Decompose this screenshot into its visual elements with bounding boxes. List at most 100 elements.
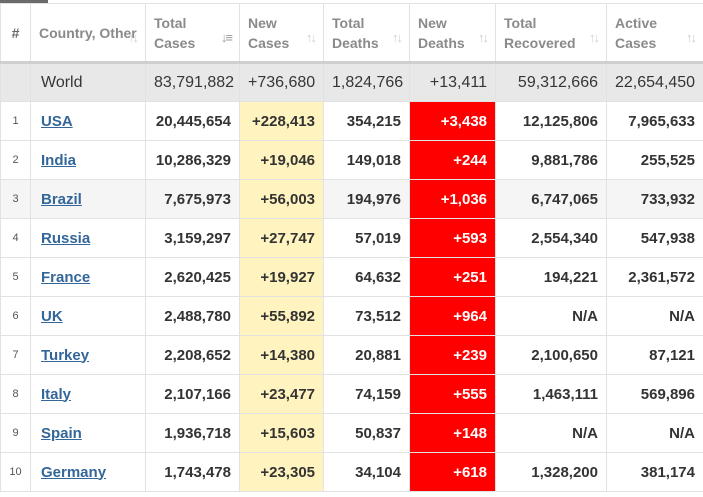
- total-cases-cell: 2,208,652: [145, 335, 240, 375]
- active-cases-cell: 2,361,572: [606, 257, 703, 297]
- new-deaths-cell: +244: [409, 140, 496, 180]
- active-cases-cell: 255,525: [606, 140, 703, 180]
- country-link[interactable]: Spain: [41, 424, 82, 442]
- new-cases-cell: +55,892: [239, 296, 324, 336]
- world-total-row: World 83,791,882 +736,680 1,824,766 +13,…: [0, 62, 703, 102]
- new-deaths-cell: +1,036: [409, 179, 496, 219]
- new-cases-cell: +27,747: [239, 218, 324, 258]
- table-row: 7 Turkey 2,208,652 +14,380 20,881 +239 2,100,6…: [0, 335, 703, 375]
- country-link[interactable]: Brazil: [41, 190, 82, 208]
- header-index: #: [0, 3, 31, 64]
- new-cases-cell: +19,046: [239, 140, 324, 180]
- new-deaths-cell: +251: [409, 257, 496, 297]
- total-deaths-cell: 74,159: [323, 374, 410, 414]
- header-new-deaths-label: New Deaths: [418, 14, 465, 51]
- header-country[interactable]: Country, Other ↑↓: [30, 3, 146, 64]
- header-active-cases-label: Active Cases: [615, 14, 658, 51]
- active-cases-cell: 547,938: [606, 218, 703, 258]
- header-new-cases-label: New Cases: [248, 14, 290, 51]
- country-name: Turkey: [30, 335, 146, 375]
- world-total-deaths: 1,824,766: [323, 62, 410, 102]
- header-active-cases[interactable]: Active Cases ↑↓: [606, 3, 703, 64]
- total-deaths-cell: 57,019: [323, 218, 410, 258]
- sort-arrows-icon[interactable]: ↑↓: [392, 30, 403, 45]
- new-cases-cell: +228,413: [239, 101, 324, 141]
- total-cases-cell: 2,107,166: [145, 374, 240, 414]
- world-total-cases: 83,791,882: [145, 62, 240, 102]
- country-link[interactable]: Germany: [41, 463, 107, 481]
- table-row: 9 Spain 1,936,718 +15,603 50,837 +148 N/A N/A: [0, 413, 703, 453]
- new-deaths-cell: +964: [409, 296, 496, 336]
- country-name: Germany: [30, 452, 146, 492]
- active-cases-cell: 7,965,633: [606, 101, 703, 141]
- total-deaths-cell: 64,632: [323, 257, 410, 297]
- new-deaths-cell: +555: [409, 374, 496, 414]
- new-deaths-cell: +148: [409, 413, 496, 453]
- country-link[interactable]: Russia: [41, 229, 91, 247]
- total-cases-cell: 20,445,654: [145, 101, 240, 141]
- total-recovered-cell: 9,881,786: [495, 140, 607, 180]
- table-row: 3 Brazil 7,675,973 +56,003 194,976 +1,036 6,74…: [0, 179, 703, 219]
- active-cases-cell: 569,896: [606, 374, 703, 414]
- total-cases-cell: 7,675,973: [145, 179, 240, 219]
- new-cases-cell: +19,927: [239, 257, 324, 297]
- world-new-deaths: +13,411: [409, 62, 496, 102]
- total-recovered-cell: 6,747,065: [495, 179, 607, 219]
- sort-arrows-icon[interactable]: ↑↓: [589, 30, 600, 45]
- country-link[interactable]: USA: [41, 112, 73, 130]
- country-link[interactable]: Italy: [41, 385, 72, 403]
- total-deaths-cell: 34,104: [323, 452, 410, 492]
- new-cases-cell: +23,477: [239, 374, 324, 414]
- row-index: 6: [0, 296, 31, 336]
- total-recovered-cell: 1,328,200: [495, 452, 607, 492]
- country-name: Brazil: [30, 179, 146, 219]
- table-row: 1 USA 20,445,654 +228,413 354,215 +3,438 12,12…: [0, 101, 703, 141]
- row-index: 3: [0, 179, 31, 219]
- table-header-row: # Country, Other ↑↓ Total Cases ↓≡ New Cas…: [0, 3, 703, 64]
- table-row: 2 India 10,286,329 +19,046 149,018 +244 9,881,…: [0, 140, 703, 180]
- country-link[interactable]: UK: [41, 307, 63, 325]
- table-row: 8 Italy 2,107,166 +23,477 74,159 +555 1,463,11…: [0, 374, 703, 414]
- new-deaths-cell: +593: [409, 218, 496, 258]
- row-index: 5: [0, 257, 31, 297]
- country-name: USA: [30, 101, 146, 141]
- new-deaths-cell: +239: [409, 335, 496, 375]
- top-tab-indicator: [0, 0, 48, 4]
- active-cases-cell: 87,121: [606, 335, 703, 375]
- sort-arrows-icon[interactable]: ↑↓: [306, 30, 317, 45]
- sort-descending-icon[interactable]: ↓≡: [220, 30, 233, 45]
- world-index: [0, 62, 31, 102]
- header-total-recovered[interactable]: Total Recovered ↑↓: [495, 3, 607, 64]
- country-link[interactable]: Turkey: [41, 346, 90, 364]
- total-deaths-cell: 50,837: [323, 413, 410, 453]
- sort-arrows-icon[interactable]: ↑↓: [128, 30, 139, 45]
- header-new-deaths[interactable]: New Deaths ↑↓: [409, 3, 496, 64]
- header-total-deaths[interactable]: Total Deaths ↑↓: [323, 3, 410, 64]
- row-index: 9: [0, 413, 31, 453]
- row-index: 4: [0, 218, 31, 258]
- new-cases-cell: +14,380: [239, 335, 324, 375]
- new-cases-cell: +15,603: [239, 413, 324, 453]
- country-name: Italy: [30, 374, 146, 414]
- sort-arrows-icon[interactable]: ↑↓: [686, 30, 697, 45]
- table-row: 5 France 2,620,425 +19,927 64,632 +251 194,221…: [0, 257, 703, 297]
- total-cases-cell: 1,936,718: [145, 413, 240, 453]
- new-cases-cell: +23,305: [239, 452, 324, 492]
- world-active-cases: 22,654,450: [606, 62, 703, 102]
- header-total-cases[interactable]: Total Cases ↓≡: [145, 3, 240, 64]
- row-index: 7: [0, 335, 31, 375]
- row-index: 2: [0, 140, 31, 180]
- country-name: UK: [30, 296, 146, 336]
- active-cases-cell: 733,932: [606, 179, 703, 219]
- total-deaths-cell: 149,018: [323, 140, 410, 180]
- sort-arrows-icon[interactable]: ↑↓: [478, 30, 489, 45]
- country-name: France: [30, 257, 146, 297]
- header-country-label: Country, Other: [39, 24, 137, 41]
- country-link[interactable]: France: [41, 268, 91, 286]
- header-new-cases[interactable]: New Cases ↑↓: [239, 3, 324, 64]
- table-row: 6 UK 2,488,780 +55,892 73,512 +964 N/A N/A: [0, 296, 703, 336]
- total-cases-cell: 2,620,425: [145, 257, 240, 297]
- country-link[interactable]: India: [41, 151, 77, 169]
- table-row: 10 Germany 1,743,478 +23,305 34,104 +618 1,328…: [0, 452, 703, 492]
